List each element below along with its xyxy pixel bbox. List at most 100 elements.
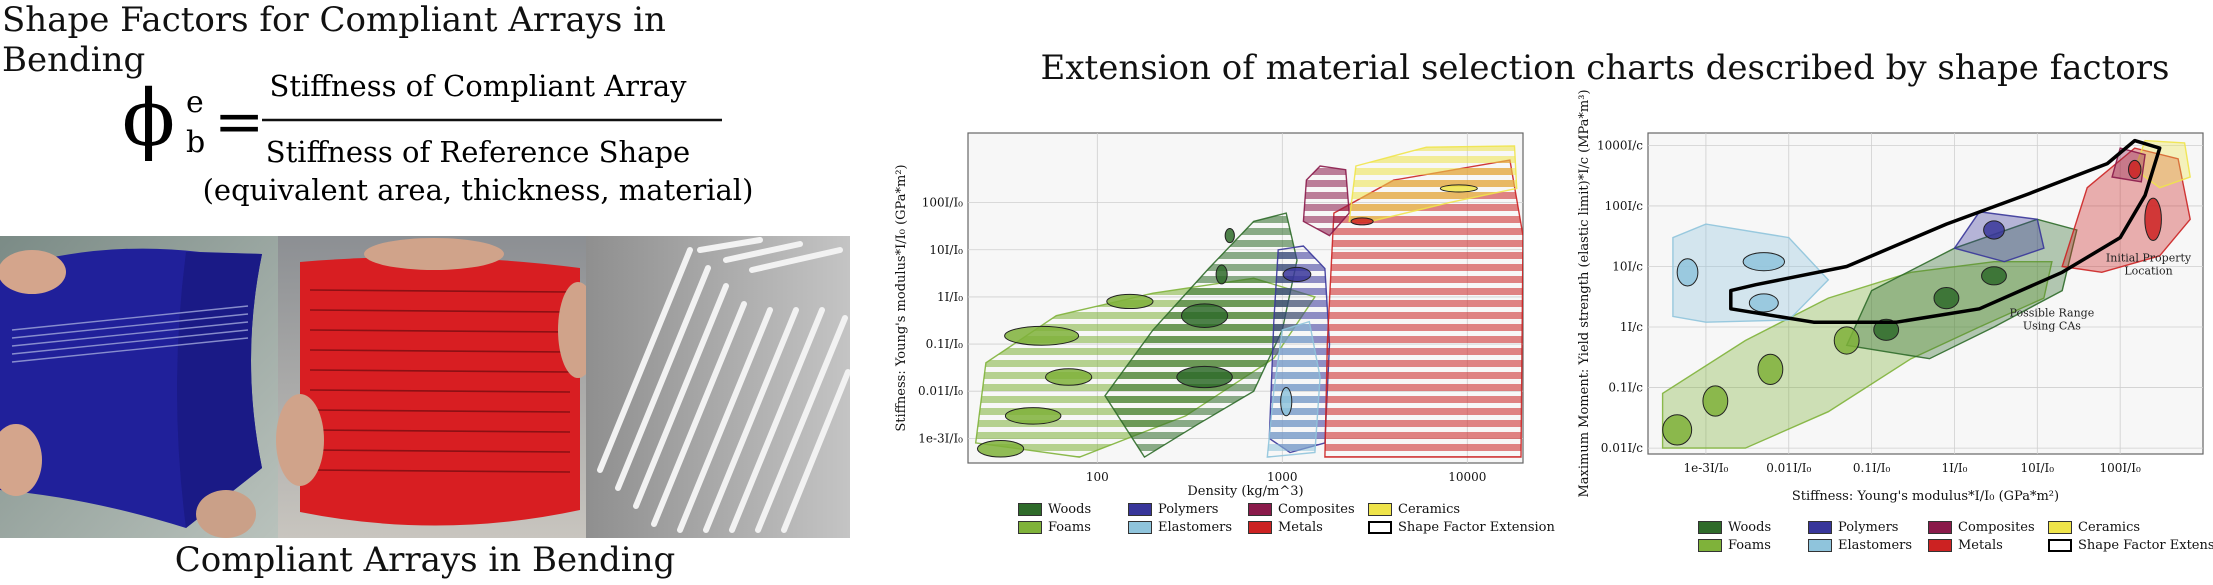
y-tick-label: 1e-3I/I₀ xyxy=(918,431,963,445)
legend-item: Composites xyxy=(1928,520,2048,535)
photo-blue-array xyxy=(0,236,278,538)
legend-swatch xyxy=(1698,538,1722,552)
y-axis-label: Stiffness: Young's modulus*I/I₀ (GPa*m²) xyxy=(894,164,909,431)
x-axis-label: Stiffness: Young's modulus*I/I₀ (GPa*m²) xyxy=(1792,489,2059,504)
phi-superscript: e xyxy=(186,85,204,120)
region-ceramics xyxy=(2133,139,2191,189)
material-ellipse-foams xyxy=(976,440,1025,458)
legend-item: Elastomers xyxy=(1128,520,1248,535)
photo-white-array xyxy=(586,236,850,538)
y-tick-label: 10I/c xyxy=(1612,259,1643,273)
legend-label: Woods xyxy=(1048,501,1092,517)
material-ellipse-foams xyxy=(1004,325,1080,346)
material-ellipse-woods xyxy=(1981,266,2007,286)
legend-item: Elastomers xyxy=(1808,538,1928,553)
material-ellipse-metals xyxy=(2144,197,2162,242)
x-tick-label: 0.1I/I₀ xyxy=(1853,461,1891,475)
legend-item: Polymers xyxy=(1808,520,1928,535)
plot-content xyxy=(974,145,1523,459)
region-ceramics xyxy=(1348,145,1518,223)
left-panel-title: Shape Factors for Compliant Arrays in Be… xyxy=(2,0,666,80)
shape-factor-extension-outline xyxy=(1729,138,2162,324)
formula-denominator-line2: (equivalent area, thickness, material) xyxy=(203,173,754,207)
legend-swatch xyxy=(1368,520,1392,534)
legend-label: Ceramics xyxy=(1398,501,1461,517)
legend-item: Woods xyxy=(1018,502,1128,517)
y-tick-label: 1000I/c xyxy=(1597,138,1643,152)
material-ellipse-elastomers xyxy=(1676,258,1699,287)
material-ellipse-foams xyxy=(1662,414,1693,446)
material-ellipse-foams xyxy=(1106,293,1154,310)
legend-swatch xyxy=(1928,538,1952,552)
legend-item: Foams xyxy=(1018,520,1128,535)
shape-factor-formula: ϕ e b = Stiffness of Compliant Array Sti… xyxy=(122,69,754,207)
legend-row: Foams Elastomers Metals Shape Factor Extens… xyxy=(1698,536,2213,554)
x-tick-label: 10000 xyxy=(1448,470,1486,484)
legend-label: Composites xyxy=(1278,501,1355,517)
material-ellipse-woods xyxy=(1180,303,1229,328)
legend-chart-2: Woods Polymers Composites Ceramics Foams Elas… xyxy=(1698,518,2213,554)
legend-item: Metals xyxy=(1928,538,2048,553)
material-ellipse-polymers xyxy=(1983,220,2005,240)
material-ellipse-ceramics xyxy=(1439,184,1478,193)
legend-swatch xyxy=(1808,538,1832,552)
material-ellipse-foams xyxy=(1702,385,1729,417)
legend-label: Metals xyxy=(1958,537,2003,553)
chart-annotation: Possible Range Using CAs xyxy=(2010,306,2095,332)
legend-row: Woods Polymers Composites Ceramics xyxy=(1018,500,1568,518)
legend-swatch xyxy=(1368,502,1392,516)
legend-item: Woods xyxy=(1698,520,1808,535)
formula-numerator: Stiffness of Compliant Array xyxy=(269,69,687,103)
y-tick-label: 100I/c xyxy=(1605,199,1644,213)
photo-red-array xyxy=(276,236,598,538)
material-ellipse-foams xyxy=(1833,326,1860,355)
legend-item: Ceramics xyxy=(1368,502,1568,517)
x-tick-label: 0.01I/I₀ xyxy=(1766,461,1811,475)
legend-label: Shape Factor Extension xyxy=(1398,519,1555,535)
region-foams xyxy=(1661,261,2053,449)
plot-content xyxy=(1661,138,2191,449)
material-ellipse-foams xyxy=(1045,368,1093,386)
material-ellipse-foams xyxy=(1004,407,1062,425)
x-tick-label: 100 xyxy=(1086,470,1109,484)
y-tick-label: 0.01I/I₀ xyxy=(918,384,963,398)
legend-swatch xyxy=(1248,520,1272,534)
x-tick-label: 1000 xyxy=(1267,470,1298,484)
x-tick-label: 10I/I₀ xyxy=(2020,461,2054,475)
plot-area xyxy=(1647,132,2204,455)
legend-chart-1: Woods Polymers Composites Ceramics Foams Elas… xyxy=(1018,500,1568,536)
region-woods xyxy=(1845,218,2078,360)
right-panel-title: Extension of material selection charts d… xyxy=(1040,48,2170,88)
region-elastomers xyxy=(1672,223,1830,323)
legend-swatch xyxy=(1018,520,1042,534)
material-ellipse-woods xyxy=(1224,228,1235,244)
legend-label: Ceramics xyxy=(2078,519,2141,535)
x-tick-label: 1e-3I/I₀ xyxy=(1684,461,1729,475)
legend-item: Foams xyxy=(1698,538,1808,553)
legend-row: Foams Elastomers Metals Shape Factor Extens… xyxy=(1018,518,1568,536)
legend-label: Composites xyxy=(1958,519,2035,535)
y-axis-label: Maximum Moment: Yield strength (elastic … xyxy=(1577,89,1592,497)
formula-denominator-line1: Stiffness of Reference Shape xyxy=(266,135,690,169)
legend-swatch xyxy=(1128,520,1152,534)
legend-label: Elastomers xyxy=(1158,519,1233,535)
legend-item: Polymers xyxy=(1128,502,1248,517)
legend-item: Ceramics xyxy=(2048,520,2213,535)
region-elastomers xyxy=(1266,320,1321,458)
material-ellipse-metals xyxy=(1350,217,1374,226)
legend-swatch xyxy=(1128,502,1152,516)
legend-item: Composites xyxy=(1248,502,1368,517)
legend-swatch xyxy=(2048,538,2072,552)
legend-row: Woods Polymers Composites Ceramics xyxy=(1698,518,2213,536)
material-ellipse-woods xyxy=(1215,264,1228,285)
legend-label: Metals xyxy=(1278,519,1323,535)
material-ellipse-polymers xyxy=(1282,266,1312,282)
legend-item: Shape Factor Extension xyxy=(2048,538,2213,553)
material-ellipse-woods xyxy=(1933,287,1960,310)
legend-swatch xyxy=(1248,502,1272,516)
legend-swatch xyxy=(1698,520,1722,534)
legend-swatch xyxy=(1018,502,1042,516)
y-tick-label: 100I/I₀ xyxy=(922,196,963,210)
